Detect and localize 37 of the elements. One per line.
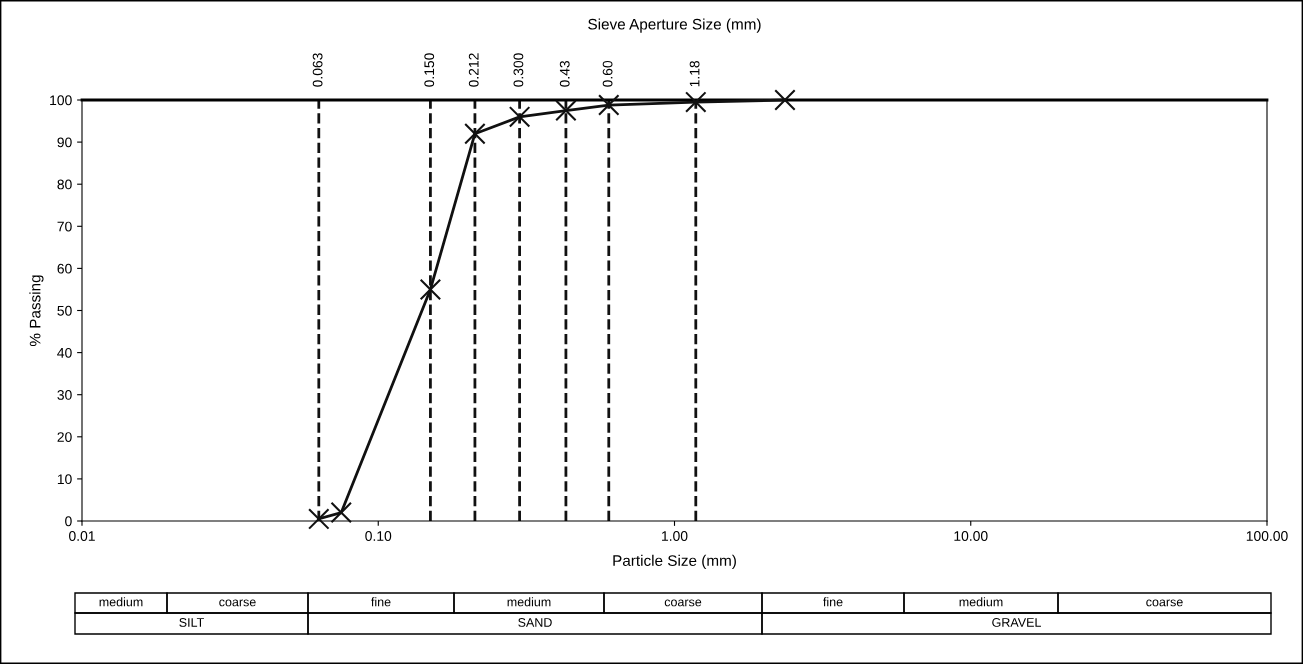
ref-line-label: 0.150: [424, 53, 435, 87]
ref-line-label: 1.18: [689, 60, 700, 87]
ref-line-label: 0.212: [468, 53, 479, 87]
text: medium: [959, 597, 1003, 607]
chart-title: Sieve Aperture Size (mm): [588, 18, 761, 33]
x-tick-label: 100.00: [1246, 531, 1288, 541]
ref-line-label: 0.063: [312, 53, 323, 87]
ref-line-label: 0.43: [559, 60, 570, 87]
ref-line-label: 0.300: [513, 53, 524, 87]
text: coarse: [219, 599, 256, 607]
y-tick-label: 0: [65, 516, 72, 527]
y-tick-label: 60: [57, 263, 72, 274]
y-tick-label: 80: [57, 179, 72, 190]
x-tick-label: 0.10: [365, 531, 392, 541]
text: coarse: [664, 599, 702, 607]
ref-line-label: 0.60: [602, 60, 613, 87]
y-tick-label: 50: [57, 305, 72, 316]
text: SAND: [518, 618, 552, 627]
text: medium: [507, 597, 551, 607]
text: SILT: [179, 618, 204, 627]
text: GRAVEL: [992, 618, 1041, 627]
y-tick-label: 40: [57, 347, 72, 358]
x-tick-label: 0.01: [69, 531, 95, 541]
y-tick-label: 20: [57, 432, 72, 442]
y-tick-label: 70: [57, 221, 72, 232]
y-tick-label: 30: [57, 390, 72, 400]
y-tick-label: 10: [57, 474, 72, 485]
x-axis-title: Particle Size (mm): [613, 554, 736, 570]
text: coarse: [1146, 599, 1183, 607]
y-tick-label: 100: [50, 95, 72, 106]
x-tick-label: 1.00: [662, 531, 688, 541]
text: medium: [99, 597, 143, 607]
y-tick-label: 90: [57, 137, 72, 148]
text: fine: [823, 597, 843, 607]
text: fine: [371, 597, 391, 607]
y-axis-title: % Passing: [29, 275, 44, 347]
x-tick-label: 10.00: [954, 531, 988, 541]
